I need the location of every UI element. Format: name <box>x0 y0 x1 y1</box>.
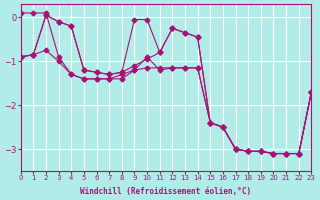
X-axis label: Windchill (Refroidissement éolien,°C): Windchill (Refroidissement éolien,°C) <box>81 187 252 196</box>
